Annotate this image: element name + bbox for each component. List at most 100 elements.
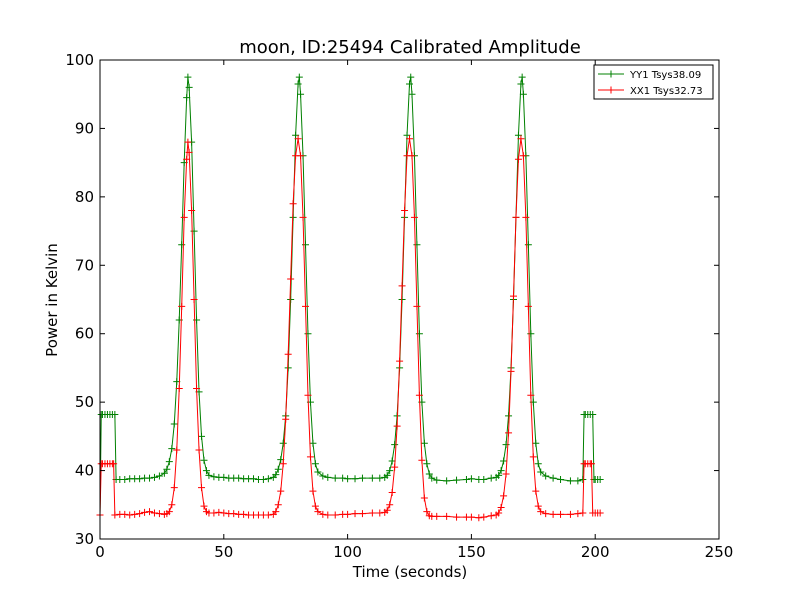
y-tick-label: 100 <box>65 51 94 69</box>
data-point <box>184 138 192 146</box>
data-point <box>309 439 317 447</box>
data-point <box>351 510 359 518</box>
x-tick-label: 50 <box>214 543 233 561</box>
y-tick-label: 30 <box>75 530 94 548</box>
data-point <box>324 473 332 481</box>
data-point <box>284 350 292 358</box>
data-point <box>294 80 302 88</box>
data-point <box>339 474 347 482</box>
data-point <box>393 422 401 430</box>
data-point <box>534 502 542 510</box>
data-point <box>287 275 295 283</box>
data-point <box>121 510 129 518</box>
data-point <box>376 474 384 482</box>
data-point <box>190 296 198 303</box>
data-point <box>250 475 258 483</box>
data-point <box>420 494 428 502</box>
data-point <box>415 330 423 338</box>
data-point <box>146 508 154 516</box>
data-point <box>433 512 441 520</box>
data-point <box>596 475 604 483</box>
data-point <box>509 292 517 300</box>
data-point <box>302 302 310 310</box>
data-point <box>529 453 537 461</box>
data-point <box>376 509 384 517</box>
data-point <box>168 445 176 453</box>
legend-item: XX1 Tsys32.73 <box>598 86 703 97</box>
data-point <box>295 73 303 81</box>
data-point <box>358 474 366 482</box>
data-point <box>495 509 503 517</box>
data-point <box>272 508 280 516</box>
legend-label: XX1 Tsys32.73 <box>630 86 703 97</box>
legend-item: YY1 Tsys38.09 <box>598 70 701 81</box>
data-point <box>407 73 415 81</box>
data-point <box>566 510 574 518</box>
data-point <box>420 439 428 447</box>
data-point <box>388 488 396 496</box>
data-point <box>410 213 418 221</box>
data-point <box>589 410 597 418</box>
data-point <box>110 460 118 468</box>
data-point <box>566 477 574 485</box>
data-point <box>514 155 522 163</box>
data-point <box>184 73 192 81</box>
data-point <box>396 357 404 365</box>
data-point <box>497 467 505 475</box>
data-point <box>297 152 305 160</box>
data-point <box>200 456 208 464</box>
data-point <box>111 511 119 519</box>
data-point <box>168 501 176 509</box>
data-point <box>398 282 406 290</box>
data-point <box>475 514 483 522</box>
data-point <box>344 475 352 483</box>
data-point <box>163 465 171 473</box>
data-point <box>155 472 163 480</box>
data-point <box>282 415 290 423</box>
data-point <box>188 207 196 215</box>
data-point <box>579 509 587 517</box>
data-point <box>202 467 210 475</box>
data-point <box>272 471 280 479</box>
data-point <box>297 90 305 98</box>
chart-title: moon, ID:25494 Calibrated Amplitude <box>239 37 581 58</box>
data-point <box>500 492 508 500</box>
data-point <box>425 470 433 478</box>
x-tick-label: 250 <box>705 543 734 561</box>
data-point <box>502 470 510 478</box>
data-point <box>480 513 488 521</box>
data-point <box>524 241 532 249</box>
data-point <box>532 439 540 447</box>
data-point <box>259 475 267 483</box>
data-point <box>173 446 181 454</box>
data-point <box>264 511 272 519</box>
data-point <box>527 391 535 399</box>
data-point <box>304 391 312 399</box>
legend: YY1 Tsys38.09 XX1 Tsys32.73 <box>593 64 714 100</box>
series-layer <box>96 73 604 522</box>
data-point <box>391 441 399 449</box>
y-tick-label: 40 <box>75 462 94 480</box>
data-point <box>542 510 550 518</box>
data-point <box>178 241 186 249</box>
data-point <box>549 474 557 482</box>
data-point <box>306 453 314 461</box>
y-tick-label: 90 <box>75 119 94 137</box>
data-point <box>443 512 451 520</box>
y-tick-label: 50 <box>75 393 94 411</box>
data-point <box>527 330 535 338</box>
data-point <box>220 509 228 517</box>
data-point <box>549 510 557 518</box>
data-point <box>287 296 295 303</box>
data-point <box>537 468 545 476</box>
data-point <box>415 391 423 399</box>
x-tick-label: 0 <box>95 543 105 561</box>
data-point <box>453 513 461 521</box>
data-point <box>141 508 149 516</box>
data-point <box>170 420 178 428</box>
data-point <box>155 510 163 518</box>
data-point <box>423 460 431 468</box>
data-point <box>413 302 421 310</box>
data-point <box>274 465 282 473</box>
data-point <box>579 475 587 483</box>
